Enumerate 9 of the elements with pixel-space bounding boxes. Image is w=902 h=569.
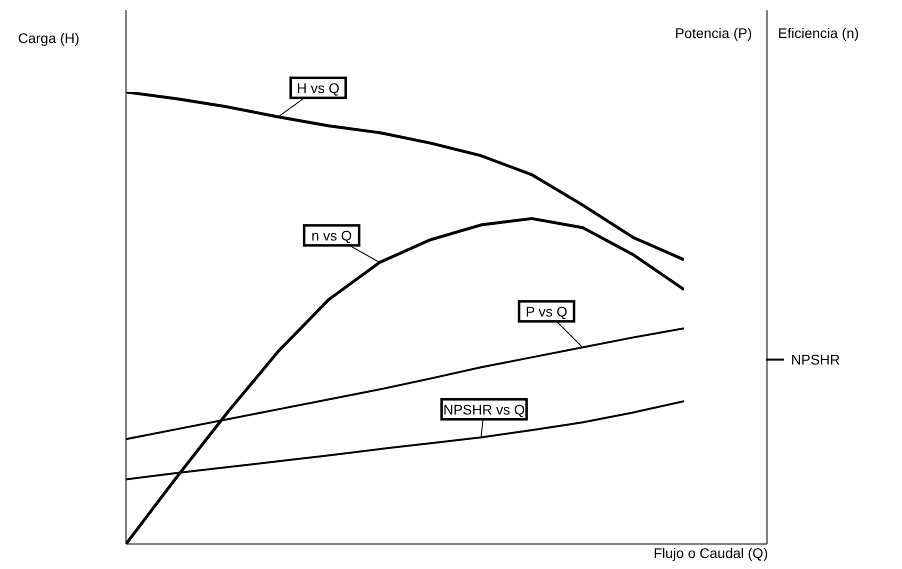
y2-axis-title: Potencia (P) [674, 25, 752, 41]
text: n vs Q [311, 227, 352, 244]
ref-line-label: NPSHR [791, 352, 840, 368]
series-label: H vs Q [296, 80, 340, 96]
series-label: NPSHR vs Q [443, 401, 526, 418]
x-axis-title: Flujo o Caudal (Q) [654, 545, 768, 561]
y3-axis-title: Eficiencia (n) [778, 25, 859, 41]
text: P vs Q [526, 303, 568, 320]
y-axis-title: Carga (H) [18, 30, 80, 46]
